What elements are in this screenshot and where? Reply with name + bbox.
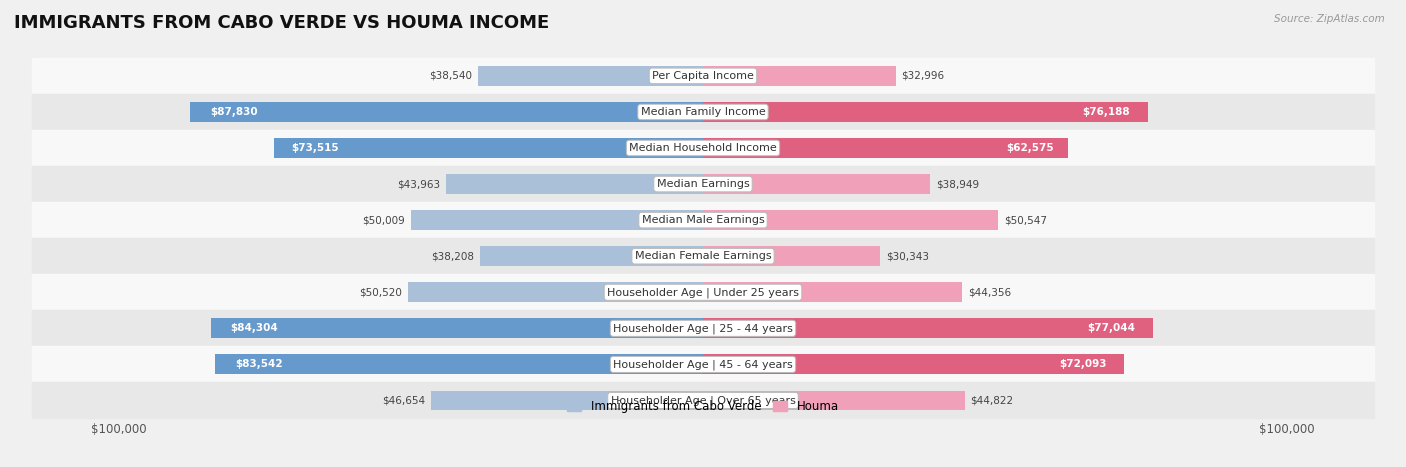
Text: Median Male Earnings: Median Male Earnings — [641, 215, 765, 225]
Text: $50,547: $50,547 — [1004, 215, 1047, 225]
Text: $44,822: $44,822 — [970, 396, 1014, 405]
Bar — [703, 102, 1147, 122]
Bar — [411, 210, 703, 230]
Bar — [274, 138, 703, 158]
Text: $50,520: $50,520 — [360, 287, 402, 297]
Text: Per Capita Income: Per Capita Income — [652, 71, 754, 81]
Text: $62,575: $62,575 — [1007, 143, 1053, 153]
Bar — [703, 354, 1123, 375]
Bar — [31, 94, 1375, 130]
Bar — [703, 210, 998, 230]
Text: Median Female Earnings: Median Female Earnings — [634, 251, 772, 261]
Bar — [703, 246, 880, 266]
Bar — [31, 382, 1375, 418]
Text: $76,188: $76,188 — [1083, 107, 1130, 117]
Bar — [478, 66, 703, 86]
Text: $73,515: $73,515 — [291, 143, 339, 153]
Bar — [703, 138, 1069, 158]
Bar — [31, 202, 1375, 238]
Bar — [215, 354, 703, 375]
Text: $43,963: $43,963 — [398, 179, 440, 189]
Bar — [31, 166, 1375, 202]
Bar — [190, 102, 703, 122]
Bar — [31, 274, 1375, 310]
Text: Householder Age | Over 65 years: Householder Age | Over 65 years — [610, 395, 796, 406]
Text: Median Household Income: Median Household Income — [628, 143, 778, 153]
Text: $44,356: $44,356 — [967, 287, 1011, 297]
Text: $38,540: $38,540 — [429, 71, 472, 81]
Text: $32,996: $32,996 — [901, 71, 945, 81]
Text: $50,009: $50,009 — [363, 215, 405, 225]
Bar — [703, 318, 1153, 338]
Text: $77,044: $77,044 — [1087, 323, 1135, 333]
Bar — [31, 238, 1375, 274]
Bar — [703, 174, 931, 194]
Text: $38,949: $38,949 — [936, 179, 980, 189]
Bar — [408, 283, 703, 302]
Text: $30,343: $30,343 — [886, 251, 929, 261]
Bar — [31, 58, 1375, 94]
Bar — [703, 283, 962, 302]
Text: Source: ZipAtlas.com: Source: ZipAtlas.com — [1274, 14, 1385, 24]
Text: Householder Age | 25 - 44 years: Householder Age | 25 - 44 years — [613, 323, 793, 333]
Text: $72,093: $72,093 — [1060, 360, 1107, 369]
Bar — [703, 66, 896, 86]
Text: $46,654: $46,654 — [381, 396, 425, 405]
Bar — [31, 347, 1375, 382]
Text: $38,208: $38,208 — [432, 251, 474, 261]
Bar — [479, 246, 703, 266]
Text: Median Family Income: Median Family Income — [641, 107, 765, 117]
Bar — [703, 390, 965, 410]
Text: Median Earnings: Median Earnings — [657, 179, 749, 189]
Bar — [31, 130, 1375, 166]
Text: $87,830: $87,830 — [211, 107, 259, 117]
Bar — [446, 174, 703, 194]
Text: $84,304: $84,304 — [231, 323, 278, 333]
Text: Householder Age | Under 25 years: Householder Age | Under 25 years — [607, 287, 799, 297]
Legend: Immigrants from Cabo Verde, Houma: Immigrants from Cabo Verde, Houma — [562, 396, 844, 418]
Text: Householder Age | 45 - 64 years: Householder Age | 45 - 64 years — [613, 359, 793, 370]
Text: IMMIGRANTS FROM CABO VERDE VS HOUMA INCOME: IMMIGRANTS FROM CABO VERDE VS HOUMA INCO… — [14, 14, 550, 32]
Bar — [430, 390, 703, 410]
Bar — [211, 318, 703, 338]
Bar — [31, 310, 1375, 347]
Text: $83,542: $83,542 — [235, 360, 283, 369]
